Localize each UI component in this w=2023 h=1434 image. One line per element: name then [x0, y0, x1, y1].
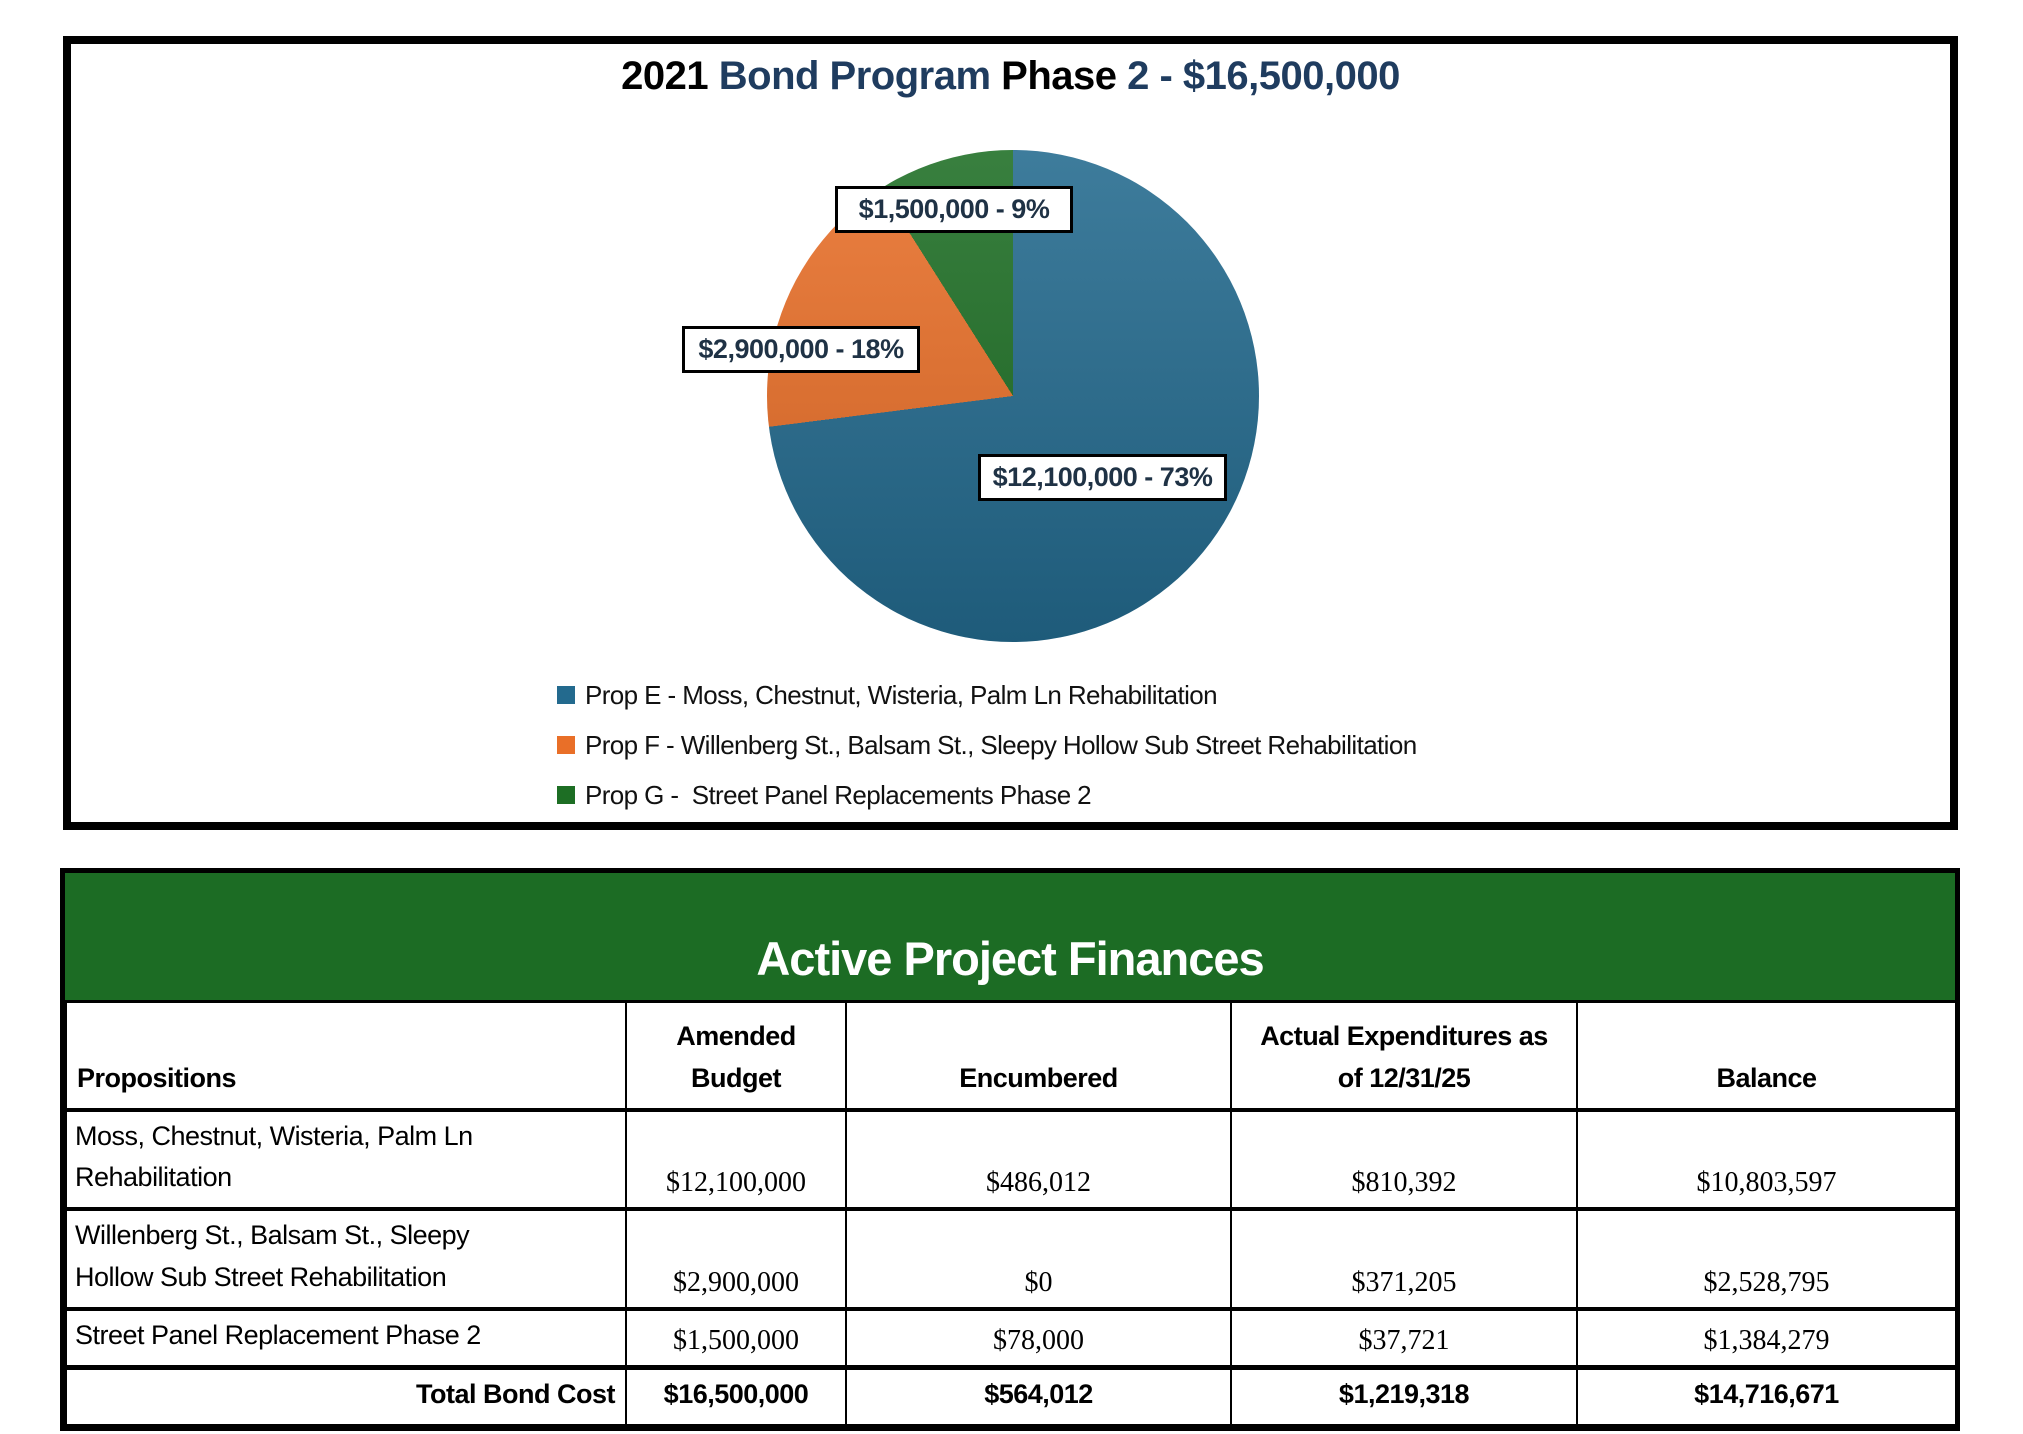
table-row: Willenberg St., Balsam St., Sleepy Hollo… [65, 1208, 1957, 1311]
legend-label: Prop G - Street Panel Replacements Phase… [585, 779, 1092, 810]
legend-label: Prop F - Willenberg St., Balsam St., Sle… [585, 729, 1417, 760]
legend-item-prop-f: Prop F - Willenberg St., Balsam St., Sle… [557, 720, 1417, 770]
pie-slice-label-prop-f: $2,900,000 - 18% [682, 326, 920, 373]
legend-label: Prop E - Moss, Chestnut, Wisteria, Palm … [585, 679, 1218, 710]
cell-total-label: Total Bond Cost [65, 1364, 627, 1426]
legend-swatch-icon [557, 686, 575, 704]
cell-encumbered: $0 [845, 1208, 1232, 1311]
pie-slice-label-prop-e: $12,100,000 - 73% [978, 454, 1227, 501]
finance-table: Active Project Finances Propositions Ame… [60, 868, 1960, 1431]
column-header-encumbered: Encumbered [845, 1000, 1232, 1112]
column-header-actual-expenditures: Actual Expenditures as of 12/31/25 [1230, 1000, 1578, 1112]
column-header-balance: Balance [1576, 1000, 1957, 1112]
cell-total-balance: $14,716,671 [1576, 1364, 1957, 1426]
table-header-row: Propositions Amended Budget Encumbered A… [65, 1000, 1957, 1112]
total-row: Total Bond Cost $16,500,000 $564,012 $1,… [65, 1364, 1957, 1426]
legend: Prop E - Moss, Chestnut, Wisteria, Palm … [557, 670, 1417, 820]
pie-slice-label-prop-g: $1,500,000 - 9% [835, 186, 1073, 233]
finance-table-grid: Propositions Amended Budget Encumbered A… [65, 1000, 1957, 1426]
column-header-propositions: Propositions [65, 1000, 627, 1112]
cell-total-amended: $16,500,000 [625, 1364, 847, 1426]
cell-actual-expenditures: $810,392 [1230, 1108, 1578, 1212]
cell-proposition: Moss, Chestnut, Wisteria, Palm Ln Rehabi… [65, 1108, 627, 1212]
cell-encumbered: $78,000 [845, 1307, 1232, 1369]
cell-amended-budget: $12,100,000 [625, 1108, 847, 1212]
cell-proposition: Street Panel Replacement Phase 2 [65, 1307, 627, 1369]
cell-balance: $2,528,795 [1576, 1208, 1957, 1311]
cell-encumbered: $486,012 [845, 1108, 1232, 1212]
cell-amended-budget: $2,900,000 [625, 1208, 847, 1311]
cell-balance: $1,384,279 [1576, 1307, 1957, 1369]
cell-balance: $10,803,597 [1576, 1108, 1957, 1212]
cell-proposition: Willenberg St., Balsam St., Sleepy Hollo… [65, 1208, 627, 1311]
legend-item-prop-g: Prop G - Street Panel Replacements Phase… [557, 770, 1417, 820]
cell-actual-expenditures: $37,721 [1230, 1307, 1578, 1369]
legend-item-prop-e: Prop E - Moss, Chestnut, Wisteria, Palm … [557, 670, 1417, 720]
cell-actual-expenditures: $371,205 [1230, 1208, 1578, 1311]
legend-swatch-icon [557, 736, 575, 754]
cell-amended-budget: $1,500,000 [625, 1307, 847, 1369]
legend-swatch-icon [557, 786, 575, 804]
table-row: Street Panel Replacement Phase 2 $1,500,… [65, 1307, 1957, 1369]
table-row: Moss, Chestnut, Wisteria, Palm Ln Rehabi… [65, 1108, 1957, 1212]
chart-title: 2021 Bond Program Phase 2 - $16,500,000 [621, 54, 1400, 98]
cell-total-encumbered: $564,012 [845, 1364, 1232, 1426]
chart-panel: 2021 Bond Program Phase 2 - $16,500,000 … [63, 36, 1958, 830]
table-banner: Active Project Finances [65, 873, 1955, 1000]
cell-total-actual: $1,219,318 [1230, 1364, 1578, 1426]
column-header-amended-budget: Amended Budget [625, 1000, 847, 1112]
table-banner-title: Active Project Finances [756, 932, 1264, 985]
